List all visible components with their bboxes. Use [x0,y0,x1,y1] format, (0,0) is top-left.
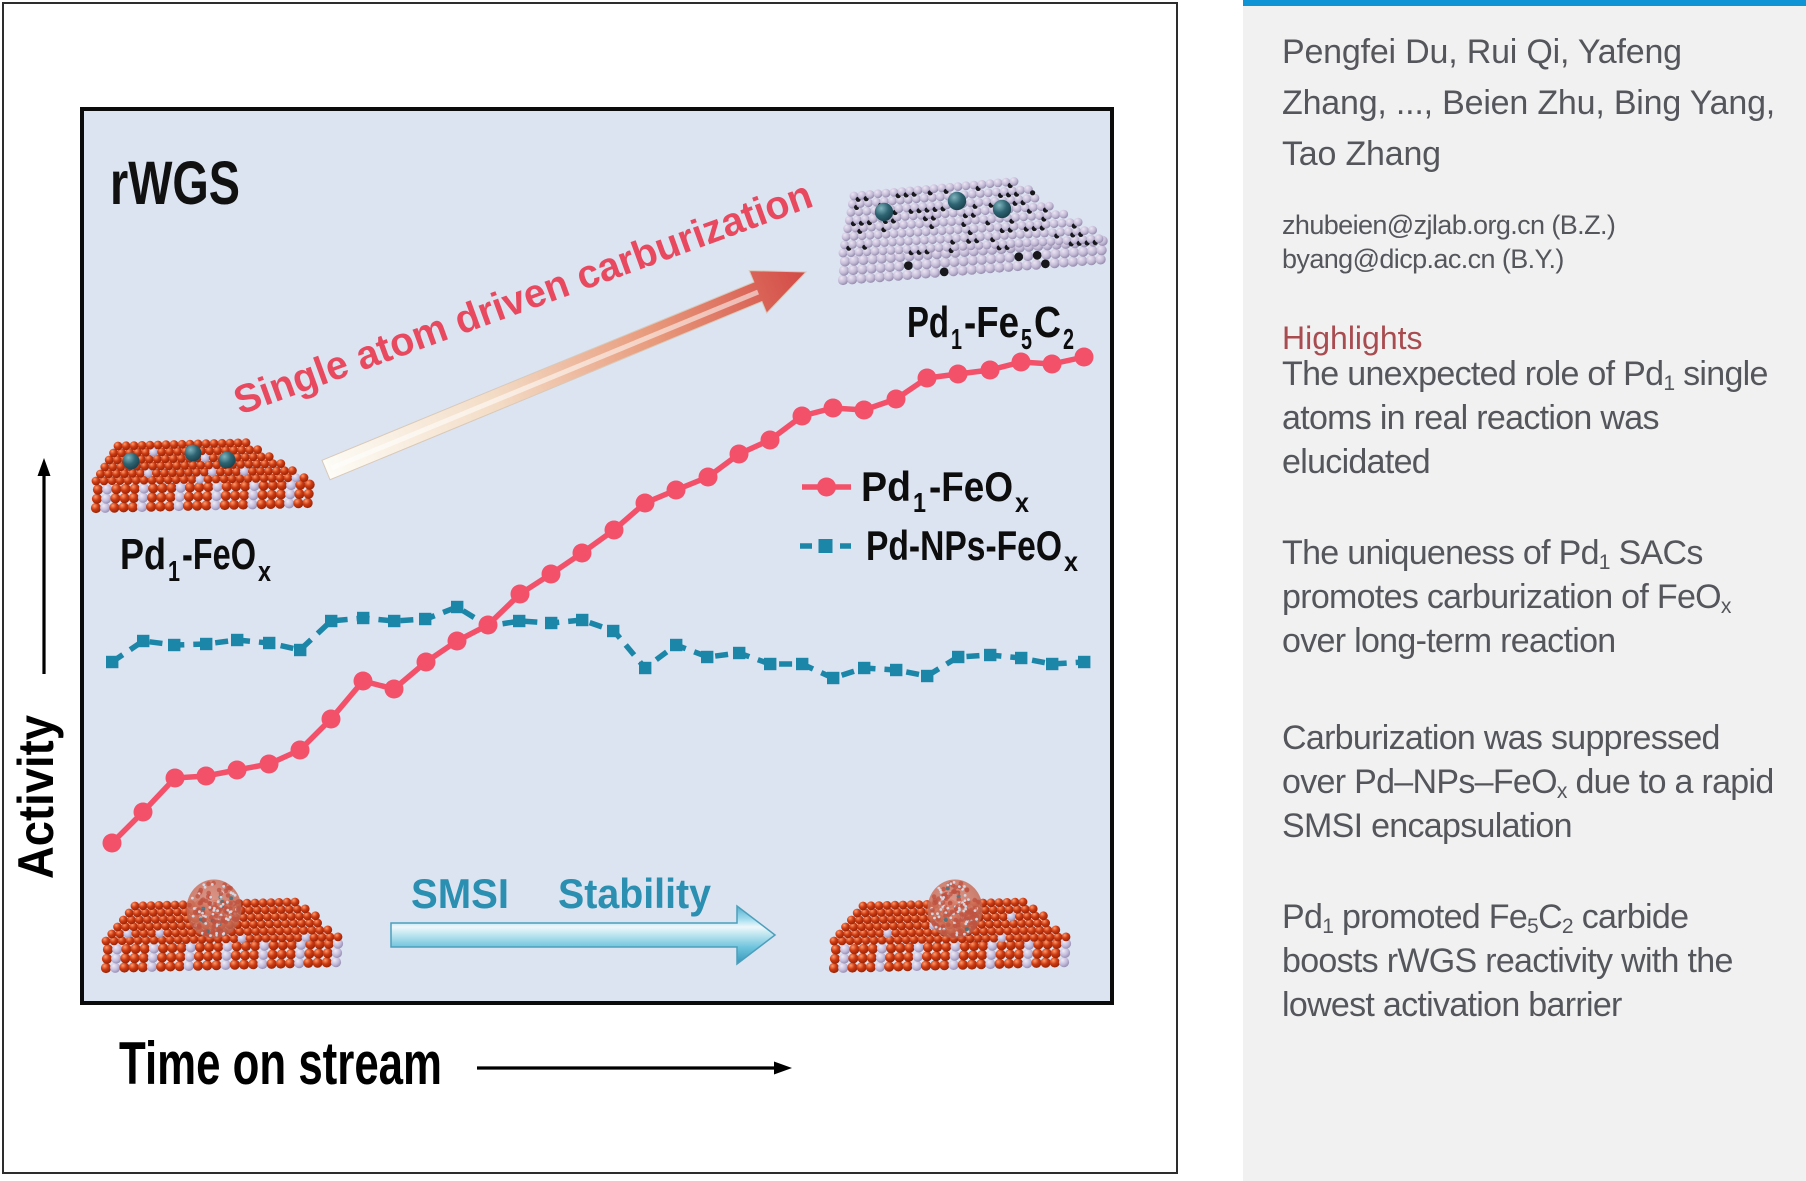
svg-text:Pd: Pd [861,463,911,510]
svg-text:-Fe: -Fe [964,298,1019,347]
svg-text:1: 1 [951,324,962,356]
svg-text:2: 2 [1063,324,1074,356]
svg-text:Activity: Activity [8,715,64,879]
svg-text:C: C [1034,298,1061,347]
svg-text:x: x [1064,546,1078,577]
svg-text:1: 1 [913,487,926,518]
svg-text:Pd: Pd [120,530,166,579]
svg-text:x: x [258,556,271,588]
svg-text:x: x [1015,487,1029,518]
svg-text:-FeO: -FeO [182,530,256,579]
svg-text:rWGS: rWGS [110,149,240,217]
svg-text:1: 1 [168,556,180,588]
svg-text:-FeO: -FeO [929,463,1013,510]
svg-text:Pd: Pd [907,298,949,347]
svg-text:Stability: Stability [558,870,712,917]
svg-text:5: 5 [1021,324,1032,356]
svg-text:Time on stream: Time on stream [119,1030,442,1097]
svg-text:Pd-NPs-FeO: Pd-NPs-FeO [866,522,1062,569]
svg-text:SMSI: SMSI [411,870,509,917]
